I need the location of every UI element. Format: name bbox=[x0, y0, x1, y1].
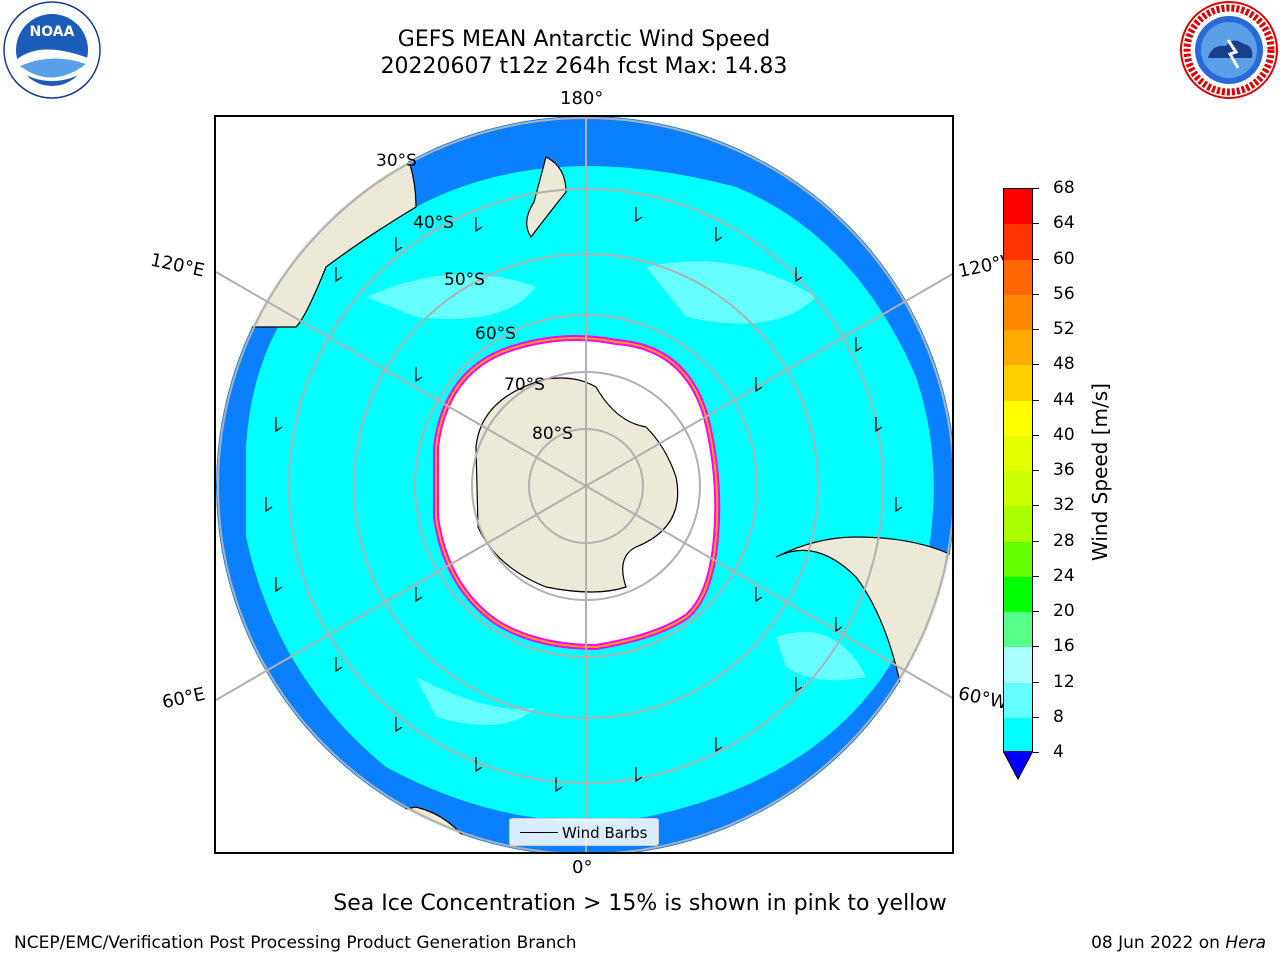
colorbar-tick bbox=[1033, 258, 1039, 260]
colorbar-segment bbox=[1004, 682, 1032, 719]
noaa-logo: NOAA bbox=[3, 1, 101, 99]
wind-barb-legend-line bbox=[520, 832, 558, 833]
colorbar-tick-label: 20 bbox=[1053, 601, 1075, 621]
lat-label-70s: 70°S bbox=[504, 375, 545, 395]
colorbar-segment bbox=[1004, 435, 1032, 472]
map-legend: Wind Barbs bbox=[509, 818, 659, 846]
colorbar-tick-label: 24 bbox=[1053, 565, 1075, 586]
colorbar-segment bbox=[1004, 365, 1032, 401]
colorbar-title: Wind Speed [m/s] bbox=[1088, 383, 1112, 561]
colorbar-tick-label: 4 bbox=[1053, 742, 1064, 762]
colorbar bbox=[1003, 188, 1033, 754]
footer-credit: NCEP/EMC/Verification Post Processing Pr… bbox=[14, 933, 577, 953]
colorbar-tick bbox=[1033, 223, 1039, 225]
colorbar-tick bbox=[1033, 293, 1039, 295]
colorbar-segment bbox=[1004, 541, 1032, 578]
colorbar-segment bbox=[1004, 330, 1032, 366]
colorbar-tick bbox=[1033, 434, 1039, 436]
legend-label: Wind Barbs bbox=[562, 824, 648, 842]
colorbar-tick-label: 16 bbox=[1053, 636, 1075, 657]
colorbar-tick bbox=[1033, 188, 1039, 189]
lat-label-50s: 50°S bbox=[444, 270, 485, 290]
colorbar-tick bbox=[1033, 646, 1039, 648]
colorbar-tick-label: 60 bbox=[1053, 248, 1075, 269]
colorbar-tick-label: 56 bbox=[1053, 283, 1075, 304]
colorbar-tick-label: 40 bbox=[1053, 424, 1075, 445]
colorbar-tick bbox=[1033, 470, 1039, 471]
colorbar-segment bbox=[1004, 506, 1032, 542]
colorbar-tick-label: 52 bbox=[1053, 319, 1075, 339]
lon-label-0: 0° bbox=[572, 857, 593, 878]
lat-label-30s: 30°S bbox=[376, 151, 417, 171]
colorbar-segment bbox=[1004, 612, 1032, 648]
colorbar-extend-arrow bbox=[1003, 751, 1033, 781]
lon-label-60e: 60°E bbox=[160, 683, 207, 714]
colorbar-segment bbox=[1004, 259, 1032, 296]
colorbar-tick-label: 36 bbox=[1053, 460, 1075, 480]
colorbar-segment bbox=[1004, 224, 1032, 260]
lat-label-40s: 40°S bbox=[413, 213, 454, 233]
lon-label-120e: 120°E bbox=[148, 249, 207, 282]
map-title: GEFS MEAN Antarctic Wind Speed bbox=[397, 27, 771, 52]
colorbar-segment bbox=[1004, 576, 1032, 613]
wind-barbs bbox=[265, 207, 903, 793]
lon-label-60w: 60°W bbox=[956, 683, 1010, 714]
footer-host: Hera bbox=[1225, 933, 1266, 953]
colorbar-tick-label: 28 bbox=[1053, 530, 1075, 551]
colorbar-tick bbox=[1033, 681, 1039, 683]
lat-label-80s: 80°S bbox=[532, 424, 573, 444]
colorbar-tick bbox=[1033, 575, 1039, 577]
longitude-grid bbox=[216, 117, 952, 852]
colorbar-segment bbox=[1004, 189, 1032, 225]
colorbar-segment bbox=[1004, 471, 1032, 507]
colorbar-tick bbox=[1033, 329, 1039, 330]
colorbar-segment bbox=[1004, 647, 1032, 683]
map-panel bbox=[214, 115, 954, 854]
footer-date: 08 Jun 2022 on Hera bbox=[1091, 933, 1266, 953]
colorbar-segment bbox=[1004, 400, 1032, 437]
colorbar-tick bbox=[1033, 364, 1039, 366]
lat-label-60s: 60°S bbox=[475, 324, 516, 344]
polar-map bbox=[216, 117, 952, 852]
colorbar-tick bbox=[1033, 505, 1039, 507]
svg-text:NOAA: NOAA bbox=[30, 24, 75, 40]
colorbar-tick bbox=[1033, 399, 1039, 401]
colorbar-tick bbox=[1033, 752, 1039, 753]
nws-logo bbox=[1180, 1, 1278, 99]
colorbar-segment bbox=[1004, 717, 1032, 754]
colorbar-tick bbox=[1033, 611, 1039, 612]
new-zealand bbox=[526, 156, 567, 239]
colorbar-tick bbox=[1033, 716, 1039, 718]
colorbar-tick-label: 64 bbox=[1053, 213, 1075, 234]
colorbar-segment bbox=[1004, 294, 1032, 331]
map-subtitle: 20220607 t12z 264h fcst Max: 14.83 bbox=[380, 54, 788, 79]
colorbar-tick-label: 8 bbox=[1053, 706, 1064, 727]
colorbar-tick-label: 44 bbox=[1053, 389, 1075, 410]
colorbar-tick-label: 68 bbox=[1053, 178, 1075, 198]
colorbar-tick-label: 48 bbox=[1053, 354, 1075, 375]
antarctica bbox=[475, 377, 679, 593]
sea-ice-note: Sea Ice Concentration > 15% is shown in … bbox=[333, 891, 947, 916]
colorbar-tick bbox=[1033, 540, 1039, 542]
lon-label-180: 180° bbox=[560, 88, 604, 109]
colorbar-tick-label: 12 bbox=[1053, 671, 1075, 692]
colorbar-tick-label: 32 bbox=[1053, 495, 1075, 516]
footer-date-text: 08 Jun 2022 on bbox=[1091, 933, 1226, 953]
